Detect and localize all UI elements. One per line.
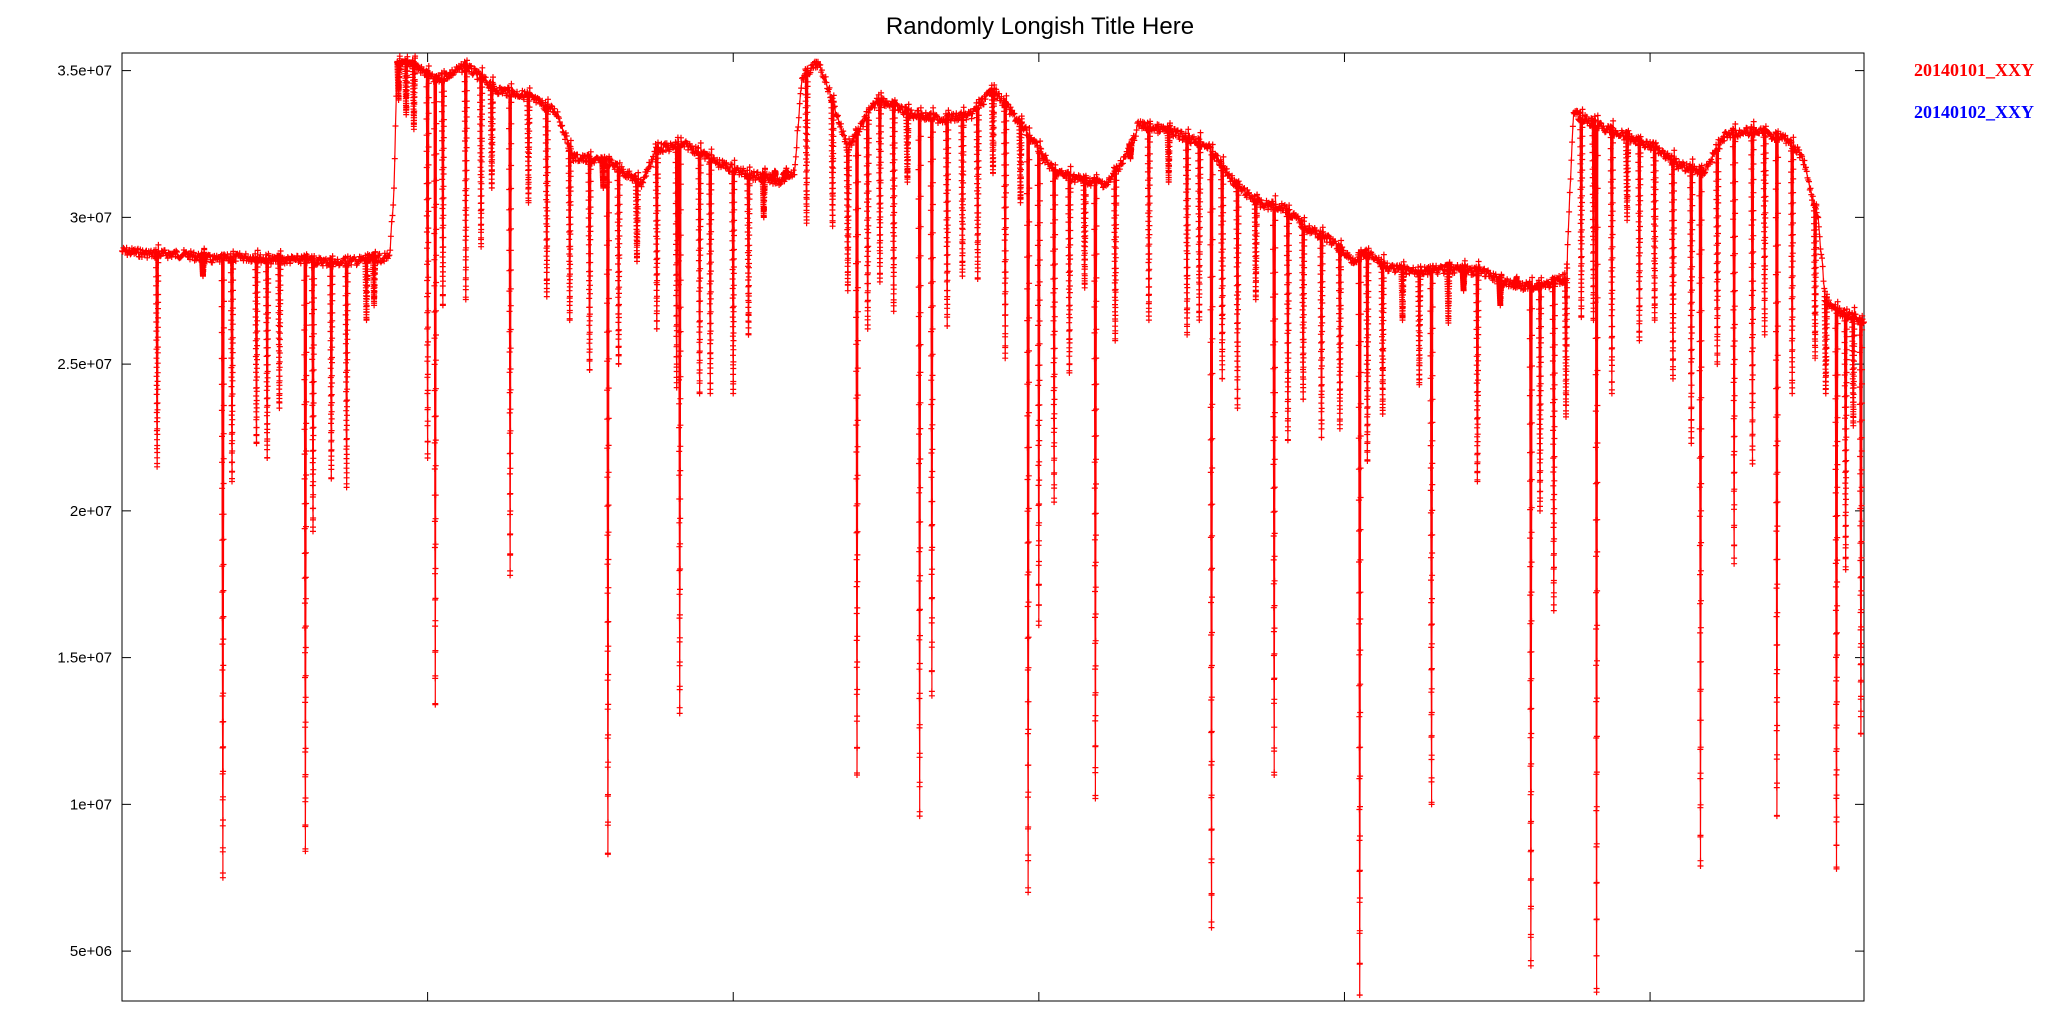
series-markers <box>119 53 1867 999</box>
y-tick-label: 3.5e+07 <box>57 63 112 80</box>
legend-label-series-1: 20140101_XXY <box>1914 60 2034 80</box>
series-1 <box>119 53 1867 999</box>
y-tick-label: 3e+07 <box>70 209 112 226</box>
y-tick-label: 2.5e+07 <box>57 356 112 373</box>
chart-title: Randomly Longish Title Here <box>886 13 1194 40</box>
series-layer <box>119 53 1867 999</box>
y-tick-label: 5e+06 <box>70 943 112 960</box>
series-line <box>121 56 1865 996</box>
legend-label-series-2: 20140102_XXY <box>1914 102 2034 122</box>
legend: 20140101_XXY 20140102_XXY <box>1914 60 2034 122</box>
y-tick-label: 1e+07 <box>70 796 112 813</box>
y-tick-label: 1.5e+07 <box>57 650 112 667</box>
x-axis <box>427 53 1651 1001</box>
plot-frame <box>121 52 1865 1002</box>
y-axis: 5e+06 1e+07 1.5e+07 2e+07 2.5e+07 3e+07 3.5e+0… <box>57 63 1864 960</box>
y-tick-label: 2e+07 <box>70 503 112 520</box>
